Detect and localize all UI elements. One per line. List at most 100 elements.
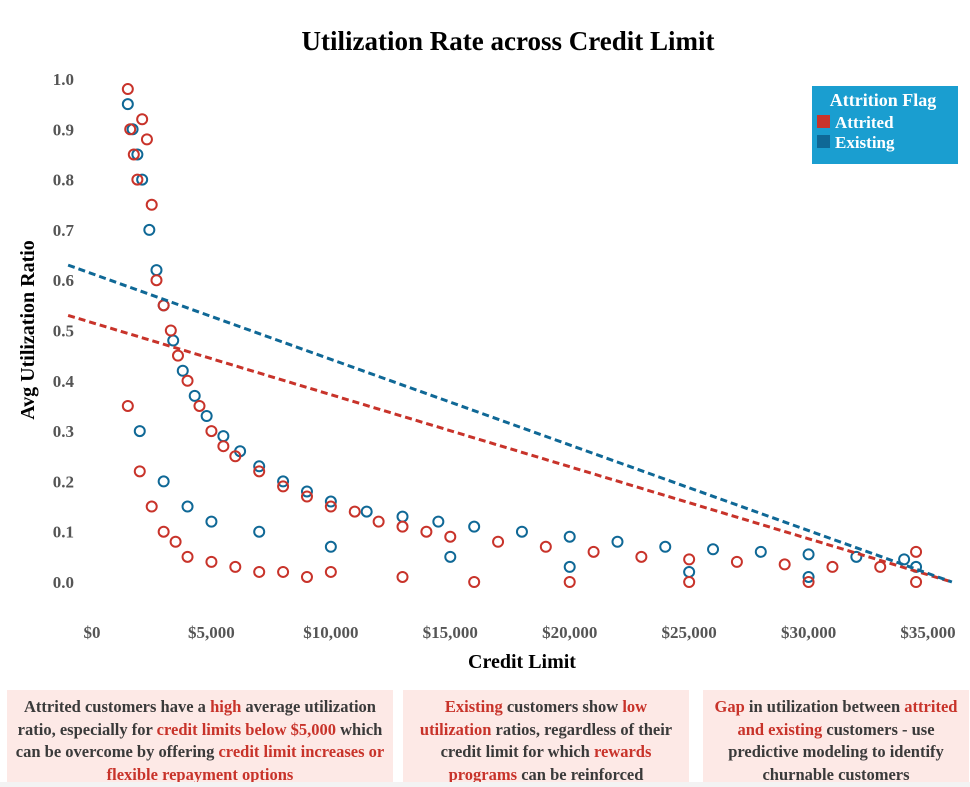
point-existing xyxy=(563,530,576,543)
point-attrited xyxy=(300,490,313,503)
point-attrited xyxy=(124,123,137,136)
point-attrited xyxy=(131,173,144,186)
x-tick-label: $15,000 xyxy=(423,623,478,642)
y-tick-label: 0.0 xyxy=(53,573,74,592)
point-attrited xyxy=(324,565,337,578)
highlight-text: attrited and existing xyxy=(737,697,958,739)
point-attrited xyxy=(205,425,218,438)
point-attrited xyxy=(157,525,170,538)
point-existing xyxy=(176,364,189,377)
point-attrited xyxy=(396,570,409,583)
y-tick-label: 1.0 xyxy=(53,70,74,89)
point-existing xyxy=(150,264,163,277)
bottom-divider xyxy=(0,782,970,787)
point-attrited xyxy=(683,576,696,588)
note-text: average utilization ratio, especially fo… xyxy=(17,697,376,739)
point-existing xyxy=(200,410,213,423)
y-axis-label: Avg Utilization Ratio xyxy=(17,240,39,420)
note-text: in utilization between xyxy=(744,697,905,716)
point-attrited xyxy=(277,565,290,578)
note-text: Attrited customers have a xyxy=(24,697,211,716)
point-attrited xyxy=(140,133,153,146)
point-existing xyxy=(432,515,445,528)
point-existing xyxy=(683,565,696,578)
y-tick-label: 0.3 xyxy=(53,422,74,441)
point-existing xyxy=(754,545,767,558)
point-existing xyxy=(444,550,457,563)
x-axis-label: Credit Limit xyxy=(468,651,576,673)
point-attrited xyxy=(121,83,134,96)
point-existing xyxy=(611,535,624,548)
y-tick-label: 0.8 xyxy=(53,171,74,190)
point-attrited xyxy=(193,399,206,412)
point-attrited xyxy=(229,450,242,463)
x-tick-label: $5,000 xyxy=(188,623,235,642)
point-attrited xyxy=(778,558,791,571)
insight-note-attrited: Attrited customers have a high average u… xyxy=(7,690,393,784)
point-existing xyxy=(131,148,144,161)
point-attrited xyxy=(372,515,385,528)
insight-note-gap: Gap in utilization between attrited and … xyxy=(703,690,969,784)
trend-line-attrited xyxy=(67,313,953,584)
point-existing xyxy=(324,495,337,508)
note-text: can be reinforced xyxy=(517,764,644,784)
point-attrited xyxy=(205,555,218,568)
point-attrited xyxy=(277,480,290,493)
point-attrited xyxy=(683,553,696,566)
point-attrited xyxy=(324,500,337,513)
point-existing xyxy=(136,173,149,186)
point-attrited xyxy=(468,576,481,588)
highlight-text: credit limits below $5,000 xyxy=(156,719,337,739)
highlight-text: Gap xyxy=(714,697,745,716)
point-existing xyxy=(898,553,911,566)
point-existing xyxy=(396,510,409,523)
plot-marks xyxy=(121,83,923,588)
y-axis-ticks: 0.0 0.1 0.2 0.3 0.4 0.5 0.6 0.7 0.8 0.9 1.0 xyxy=(53,70,75,592)
point-attrited xyxy=(169,535,182,548)
point-existing xyxy=(205,515,218,528)
note-text: ratios, regardless of their credit limit… xyxy=(440,719,673,762)
point-existing xyxy=(133,425,146,438)
point-existing xyxy=(217,430,230,443)
point-existing xyxy=(515,525,528,538)
x-tick-label: $10,000 xyxy=(303,623,358,642)
legend-background xyxy=(812,86,958,164)
y-tick-label: 0.5 xyxy=(53,322,74,341)
point-existing xyxy=(143,223,156,236)
legend-label-attrited: Attrited xyxy=(835,113,894,132)
highlight-text: low utilization xyxy=(419,697,648,739)
legend-swatch-existing xyxy=(817,135,830,148)
point-attrited xyxy=(253,565,266,578)
point-attrited xyxy=(229,560,242,573)
scatter-chart: Utilization Rate across Credit Limit 0.0… xyxy=(17,26,958,673)
point-attrited xyxy=(181,550,194,563)
point-existing xyxy=(802,570,815,583)
point-existing xyxy=(563,560,576,573)
point-existing xyxy=(659,540,672,553)
point-attrited xyxy=(150,274,163,287)
point-attrited xyxy=(635,550,648,563)
point-existing xyxy=(850,550,863,563)
legend-title: Attrition Flag xyxy=(830,90,936,110)
point-attrited xyxy=(730,555,743,568)
point-attrited xyxy=(145,500,158,513)
x-axis-ticks: $0 $5,000 $10,000 $15,000 $20,000 $25,000 $30,… xyxy=(84,623,956,642)
point-attrited xyxy=(874,560,887,573)
point-attrited xyxy=(826,560,839,573)
point-attrited xyxy=(133,465,146,478)
point-attrited xyxy=(121,399,134,412)
point-attrited xyxy=(348,505,361,518)
point-existing xyxy=(181,500,194,513)
point-existing xyxy=(277,475,290,488)
point-attrited xyxy=(217,440,230,453)
x-tick-label: $25,000 xyxy=(662,623,717,642)
point-existing xyxy=(300,485,313,498)
y-tick-label: 0.7 xyxy=(53,221,75,240)
point-existing xyxy=(167,334,180,347)
note-text: customers - use predictive modeling to i… xyxy=(728,719,944,784)
point-existing xyxy=(188,389,201,402)
point-existing xyxy=(324,540,337,553)
point-existing xyxy=(360,505,373,518)
chart-title: Utilization Rate across Credit Limit xyxy=(302,26,715,56)
legend-swatch-attrited xyxy=(817,115,830,128)
